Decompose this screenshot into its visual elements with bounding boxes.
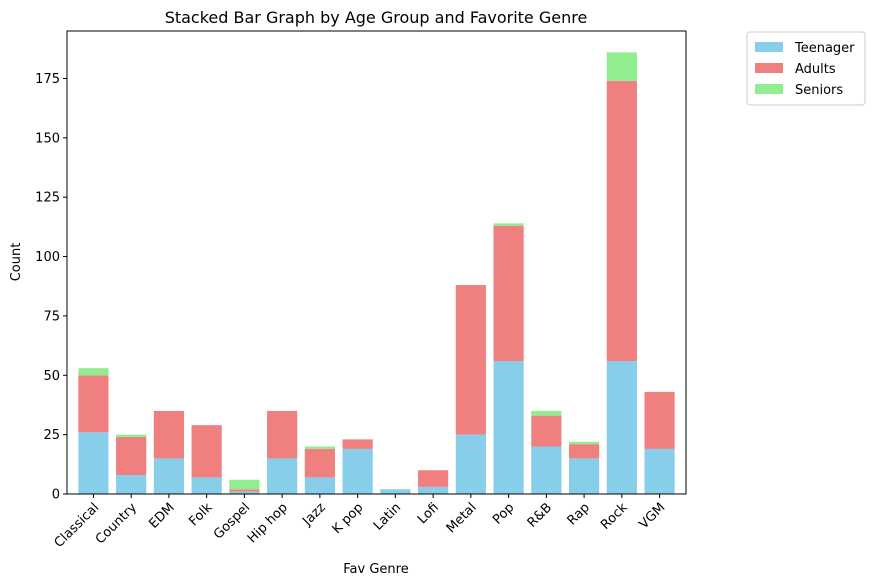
x-tick-label: Jazz (299, 500, 328, 529)
bar-adults-r-b (531, 415, 562, 447)
bar-adults-vgm (644, 391, 675, 449)
bar-seniors-jazz (304, 446, 335, 449)
bar-seniors-rock (606, 52, 637, 81)
bar-adults-edm (153, 410, 185, 459)
legend-label-seniors: Seniors (795, 83, 843, 98)
bar-seniors-gospel (229, 479, 260, 490)
bar-adults-gospel (229, 489, 260, 492)
bar-adults-classical (78, 375, 109, 433)
y-tick-label: 175 (35, 72, 60, 87)
y-tick-label: 25 (43, 428, 60, 443)
bar-teenager-jazz (304, 477, 335, 494)
bar-teenager-k-pop (342, 448, 373, 494)
bar-teenager-lofi (418, 486, 449, 494)
bar-teenager-folk (191, 477, 222, 494)
x-tick-label: EDM (146, 500, 177, 531)
legend-swatch-adults (755, 63, 783, 73)
bar-adults-metal (455, 285, 486, 435)
y-axis-label: Count (9, 243, 24, 282)
y-tick-label: 125 (35, 191, 60, 206)
x-tick-label: Latin (371, 500, 404, 533)
x-tick-label: K pop (330, 500, 367, 537)
bar-seniors-country (116, 434, 147, 438)
legend: Teenager Adults Seniors (746, 31, 866, 106)
x-tick-label: Folk (186, 500, 215, 529)
bar-teenager-vgm (644, 448, 675, 494)
y-tick-label: 0 (52, 488, 60, 503)
y-tick-label: 75 (43, 309, 60, 324)
bar-teenager-classical (78, 432, 109, 494)
bar-teenager-pop (493, 361, 524, 494)
bar-teenager-gospel (229, 491, 260, 494)
legend-swatch-seniors (755, 84, 783, 94)
bar-adults-k-pop (342, 439, 373, 449)
bar-seniors-rap (568, 441, 600, 445)
bar-adults-jazz (304, 448, 335, 478)
bar-adults-folk (191, 425, 222, 478)
x-tick-label: R&B (525, 500, 555, 530)
legend-label-teenager: Teenager (794, 41, 855, 56)
x-tick-label: VGM (636, 500, 668, 532)
bars-group (78, 52, 675, 494)
bar-teenager-edm (153, 458, 185, 494)
y-tick-label: 100 (35, 250, 60, 265)
bar-seniors-r-b (531, 410, 562, 416)
bar-seniors-pop (493, 223, 524, 226)
legend-label-adults: Adults (795, 62, 836, 77)
bar-teenager-latin (380, 489, 411, 494)
bar-adults-rap (568, 444, 600, 459)
y-tick-label: 50 (43, 369, 60, 384)
x-tick-label: Lofi (415, 500, 442, 527)
chart-title: Stacked Bar Graph by Age Group and Favor… (165, 8, 588, 27)
bar-teenager-country (116, 475, 147, 494)
bar-adults-pop (493, 225, 524, 362)
bar-teenager-rock (606, 361, 637, 494)
bar-adults-hip-hop (267, 410, 298, 459)
x-tick-label: Hip hop (245, 500, 291, 546)
legend-swatch-teenager (755, 42, 783, 52)
bar-adults-country (116, 437, 147, 476)
bar-adults-rock (606, 80, 637, 362)
x-tick-label: Metal (444, 500, 480, 536)
bar-seniors-classical (78, 368, 109, 376)
x-tick-label: Country (93, 500, 140, 547)
x-tick-label: Rock (598, 500, 631, 533)
bar-teenager-metal (455, 434, 486, 494)
plot-area-frame (66, 30, 687, 495)
x-tick-label: Pop (490, 500, 517, 527)
bar-teenager-rap (568, 458, 600, 494)
x-tick-label: Rap (565, 500, 593, 528)
y-axis: 0 25 50 75 100 125 150 175 (35, 72, 67, 503)
bar-adults-lofi (418, 470, 449, 487)
bar-teenager-r-b (531, 446, 562, 494)
x-axis-label: Fav Genre (343, 562, 408, 577)
x-tick-label: Classical (52, 500, 103, 551)
bar-teenager-hip-hop (267, 458, 298, 494)
y-tick-label: 150 (35, 131, 60, 146)
